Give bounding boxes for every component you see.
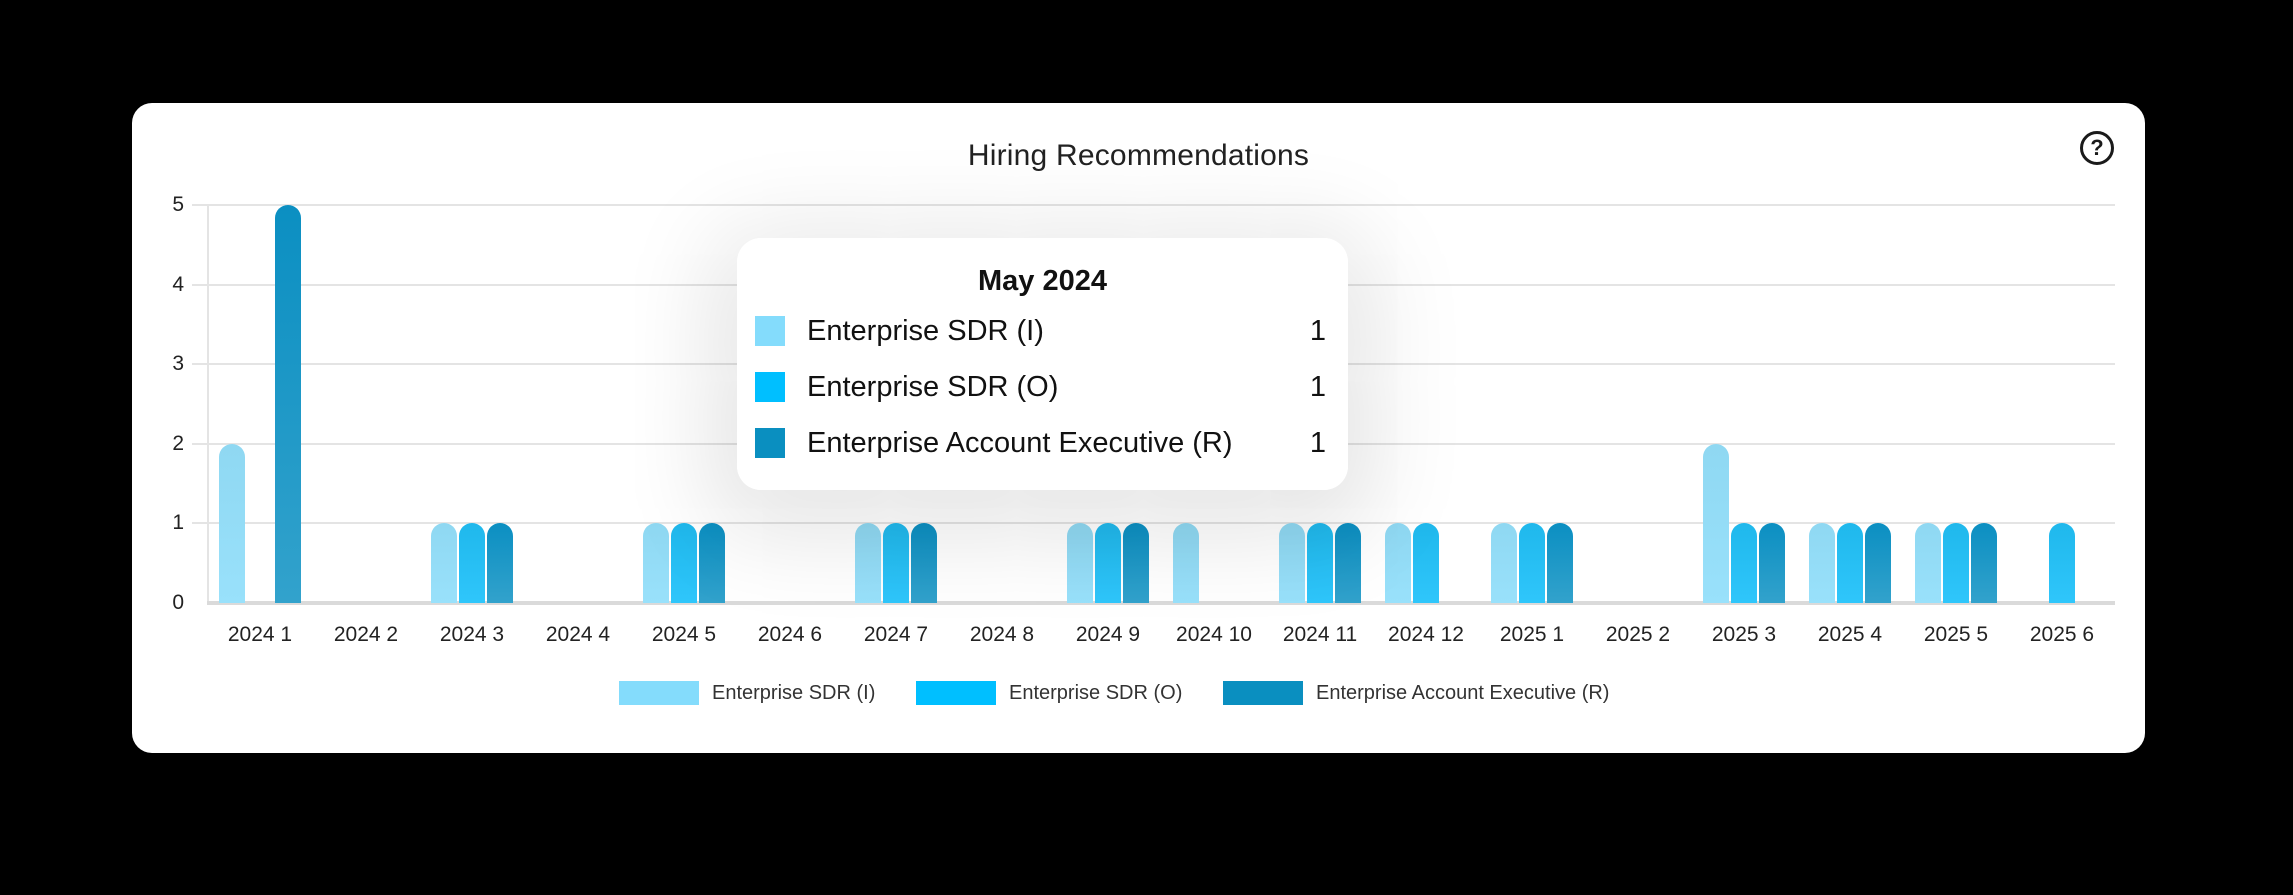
y-tick-label: 0 [172,591,184,614]
x-tick-label: 2025 4 [1817,623,1883,646]
bar[interactable] [883,523,909,603]
bar[interactable] [1943,523,1969,603]
bar[interactable] [911,523,937,603]
x-tick-label: 2024 6 [757,623,823,646]
bar[interactable] [1703,443,1729,603]
legend-label: Enterprise SDR (I) [712,681,876,704]
tooltip-label: Enterprise Account Executive (R) [807,426,1233,459]
bar[interactable] [1809,523,1835,603]
x-tick-label: 2025 3 [1711,623,1777,646]
x-tick-label: 2025 1 [1499,623,1565,646]
tooltip-row: Enterprise SDR (O) 1 [755,370,1326,403]
chart-tooltip: May 2024 Enterprise SDR (I) 1 Enterprise… [737,238,1348,490]
tooltip-swatch [755,316,785,346]
tooltip-swatch [755,372,785,402]
y-tick-label: 5 [172,193,184,216]
bar[interactable] [2049,523,2075,603]
bar[interactable] [1067,523,1093,603]
tooltip-value: 1 [1309,370,1326,403]
x-tick-label: 2024 1 [227,623,293,646]
y-tick-label: 3 [172,352,184,376]
x-tick-label: 2025 5 [1923,623,1989,646]
plot-area: 0 1 2 3 4 5 2024 1 2024 2 2024 3 2024 4 2024 5 2024… [172,193,2115,646]
x-tick-label: 2024 10 [1176,623,1252,646]
legend-item-sdr-o[interactable]: Enterprise SDR (O) [916,681,1182,705]
bar[interactable] [643,523,669,603]
chart-legend: Enterprise SDR (I) Enterprise SDR (O) En… [132,681,2145,705]
bar[interactable] [1413,523,1439,603]
bar[interactable] [1307,523,1333,603]
legend-item-sdr-i[interactable]: Enterprise SDR (I) [619,681,875,705]
bar[interactable] [1095,523,1121,603]
bar[interactable] [1915,523,1941,603]
y-tick-label: 2 [172,431,184,455]
tooltip-label: Enterprise SDR (I) [807,314,1044,347]
y-tick-label: 4 [172,272,184,296]
tooltip-swatch [755,428,785,458]
x-tick-label: 2024 2 [333,623,399,646]
gridline [192,522,2115,525]
bar[interactable] [1759,523,1785,603]
bar[interactable] [1547,523,1573,603]
legend-swatch [1223,681,1303,705]
x-tick-label: 2025 6 [2029,623,2095,646]
x-tick-label: 2024 4 [545,623,611,646]
x-tick-label: 2025 2 [1605,623,1671,646]
bar[interactable] [1279,523,1305,603]
y-tick-label: 1 [172,511,184,535]
bar[interactable] [1123,523,1149,603]
bar[interactable] [855,523,881,603]
bar[interactable] [1385,523,1411,603]
hiring-recommendations-card: Hiring Recommendations ? 0 1 2 3 4 5 2024 1 202… [132,103,2145,753]
x-tick-label: 2024 11 [1282,623,1358,646]
bar[interactable] [1865,523,1891,603]
x-tick-label: 2024 3 [439,623,505,646]
gridline [192,204,2115,206]
bar[interactable] [1971,523,1997,603]
tooltip-label: Enterprise SDR (O) [807,370,1059,403]
bar[interactable] [1335,523,1361,603]
tooltip-value: 1 [1309,426,1326,459]
bar[interactable] [219,443,245,603]
bar[interactable] [1173,523,1199,603]
x-tick-label: 2024 9 [1075,623,1141,646]
x-tick-label: 2024 7 [863,623,929,646]
tooltip-value: 1 [1309,314,1326,347]
legend-label: Enterprise SDR (O) [1009,681,1183,704]
bar[interactable] [699,523,725,603]
bar[interactable] [275,205,301,603]
legend-swatch [619,681,699,705]
bar[interactable] [1519,523,1545,603]
bar[interactable] [671,523,697,603]
bar[interactable] [1491,523,1517,603]
x-tick-label: 2024 8 [969,623,1035,646]
legend-label: Enterprise Account Executive (R) [1316,681,1610,704]
bar[interactable] [1731,523,1757,603]
chart-title: Hiring Recommendations [967,139,1310,172]
bar[interactable] [487,523,513,603]
legend-swatch [916,681,996,705]
bar[interactable] [459,523,485,603]
x-tick-label: 2024 5 [651,623,717,646]
x-tick-label: 2024 12 [1388,623,1464,646]
tooltip-title: May 2024 [978,265,1107,297]
bar[interactable] [1837,523,1863,603]
legend-item-account-executive[interactable]: Enterprise Account Executive (R) [1223,681,1609,705]
x-axis-baseline [207,601,2115,605]
bar[interactable] [431,523,457,603]
tooltip-row: Enterprise Account Executive (R) 1 [755,426,1326,459]
y-axis-line [207,205,209,603]
help-icon[interactable]: ? [2080,131,2114,165]
tooltip-row: Enterprise SDR (I) 1 [755,314,1326,347]
